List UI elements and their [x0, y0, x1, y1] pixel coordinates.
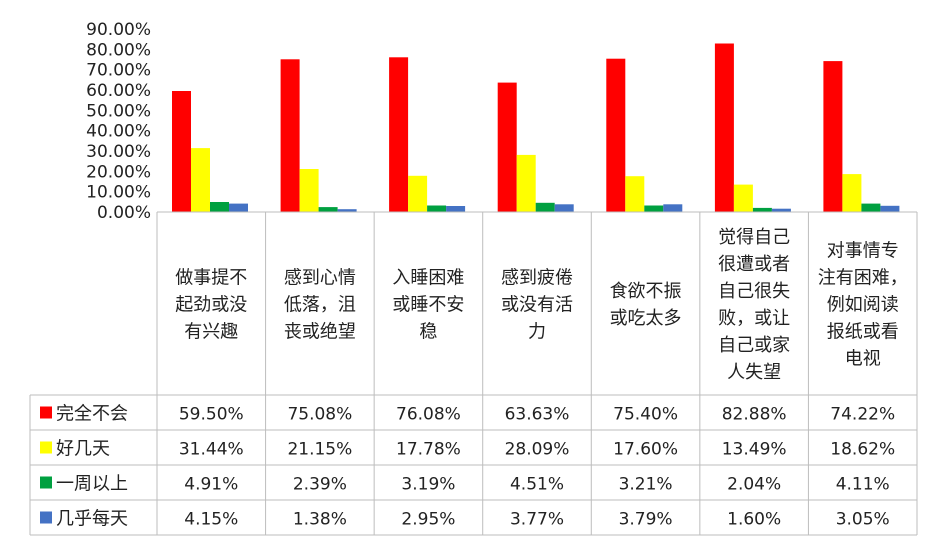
- data-label: 3.79%: [619, 510, 673, 530]
- data-label: 4.51%: [510, 475, 564, 495]
- y-tick-label: 40.00%: [86, 122, 151, 142]
- data-label: 82.88%: [722, 405, 787, 425]
- data-label: 18.62%: [830, 440, 895, 460]
- legend-key: [40, 441, 52, 454]
- legend-label: 好几天: [56, 439, 110, 460]
- bar: [389, 57, 409, 212]
- y-tick-label: 60.00%: [86, 81, 151, 101]
- bar: [714, 43, 734, 212]
- y-tick-label: 20.00%: [86, 162, 151, 182]
- data-label: 59.50%: [179, 405, 244, 425]
- bar: [554, 204, 574, 212]
- bars: [172, 43, 900, 213]
- data-label: 17.60%: [613, 440, 678, 460]
- bar: [427, 205, 447, 212]
- bar: [229, 203, 248, 212]
- category-label: 做事提不起劲或没有兴趣: [175, 268, 247, 343]
- legend-label: 完全不会: [56, 404, 128, 425]
- data-label: 4.15%: [184, 510, 238, 530]
- data-label: 3.77%: [510, 510, 564, 530]
- data-label: 3.19%: [401, 475, 455, 495]
- data-label: 2.95%: [401, 510, 455, 530]
- bar: [733, 184, 753, 212]
- bar: [446, 206, 466, 212]
- bar: [299, 169, 319, 212]
- data-label: 13.49%: [722, 440, 787, 460]
- data-label: 3.21%: [619, 475, 673, 495]
- legend-label: 一周以上: [56, 474, 128, 495]
- data-label: 31.44%: [179, 440, 244, 460]
- y-tick-label: 0.00%: [97, 203, 151, 223]
- data-label: 1.60%: [727, 510, 781, 530]
- data-label: 63.63%: [505, 405, 570, 425]
- y-tick-label: 90.00%: [86, 20, 151, 40]
- bar: [280, 59, 300, 212]
- bar: [191, 148, 210, 212]
- legend-label: 几乎每天: [56, 509, 128, 530]
- y-tick-label: 70.00%: [86, 61, 151, 81]
- data-label: 2.39%: [293, 475, 347, 495]
- y-tick-label: 50.00%: [86, 101, 151, 121]
- bar: [210, 202, 229, 212]
- bar: [337, 209, 357, 212]
- y-axis: 0.00%10.00%20.00%30.00%40.00%50.00%60.00…: [86, 20, 151, 223]
- bar: [172, 91, 191, 212]
- category-label: 感到心情低落，沮丧或绝望: [284, 268, 356, 343]
- data-label: 21.15%: [287, 440, 352, 460]
- bar: [880, 205, 900, 212]
- bar: [663, 204, 683, 212]
- data-label: 75.40%: [613, 405, 678, 425]
- bar: [606, 58, 626, 213]
- bar: [497, 82, 517, 212]
- bar: [408, 175, 428, 212]
- bar: [644, 205, 664, 212]
- legend-key: [40, 476, 52, 489]
- data-label: 28.09%: [505, 440, 570, 460]
- y-tick-label: 10.00%: [86, 183, 151, 203]
- bar: [318, 207, 338, 212]
- data-label: 4.11%: [836, 475, 890, 495]
- bar: [752, 207, 772, 212]
- data-label: 2.04%: [727, 475, 781, 495]
- data-label: 4.91%: [184, 475, 238, 495]
- legend-key: [40, 511, 52, 524]
- data-table: 做事提不起劲或没有兴趣感到心情低落，沮丧或绝望入睡困难或睡不安稳感到疲倦或没有活…: [29, 211, 918, 536]
- data-label: 74.22%: [830, 405, 895, 425]
- legend-key: [40, 406, 52, 419]
- bar: [842, 174, 862, 212]
- y-tick-label: 30.00%: [86, 142, 151, 162]
- bar: [625, 176, 645, 212]
- bar: [771, 208, 791, 212]
- category-label: 对事情专注有困难，例如阅读报纸或看电视: [818, 241, 908, 370]
- data-label: 75.08%: [287, 405, 352, 425]
- bar: [516, 154, 536, 212]
- y-tick-label: 80.00%: [86, 40, 151, 60]
- category-label: 入睡困难或睡不安稳: [392, 268, 464, 343]
- data-label: 76.08%: [396, 405, 461, 425]
- data-label: 17.78%: [396, 440, 461, 460]
- category-label: 感到疲倦或没有活力: [501, 268, 573, 343]
- bar: [535, 202, 555, 212]
- data-label: 1.38%: [293, 510, 347, 530]
- bar: [823, 61, 843, 212]
- bar: [861, 203, 881, 212]
- data-label: 3.05%: [836, 510, 890, 530]
- category-label: 觉得自己很遭或者自己很失败，或让自己或家人失望: [718, 227, 790, 383]
- category-label: 食欲不振或吃太多: [610, 281, 682, 329]
